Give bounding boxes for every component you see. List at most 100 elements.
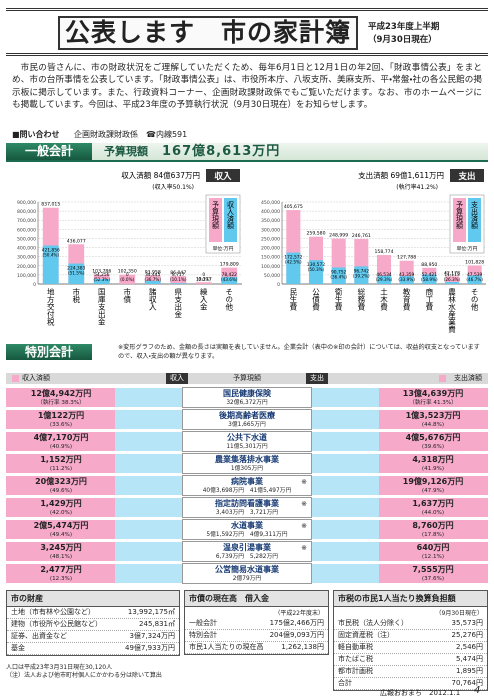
title-box — [58, 16, 358, 50]
account-name: 病院事業 — [231, 477, 263, 486]
unit-label: 単位:万円 — [213, 245, 234, 252]
table-value: 175億2,466万円 — [269, 619, 324, 627]
x-tick-label: 総務費 — [357, 287, 366, 312]
table-label: 市たばこ税 — [338, 655, 373, 663]
x-tick-label: 土木費 — [379, 287, 388, 312]
income-amount: 20億323万円 — [35, 477, 87, 486]
x-tick-label: 県支出金 — [174, 288, 183, 319]
x-tick-label: 市債 — [123, 287, 132, 305]
expense-amount: 7,555万円 — [412, 565, 454, 574]
income-bar: 20億323万円 (49.6%) — [6, 476, 182, 495]
expense-bar: 1億3,523万円 (44.8%) — [312, 410, 488, 429]
income-bar-fill — [6, 564, 116, 583]
property-table: 市の財産 土地（市有林や公園など） 13,992,175㎡ 建物（市役所や公民館など）… — [6, 590, 180, 656]
legend-swatch — [453, 198, 466, 242]
expense-bar: 8,760万円 (17.8%) — [312, 520, 488, 539]
account-box: 水道事業 ※ 5億1,592万円 4億9,311万円 — [182, 519, 312, 540]
y-tick-label: 350,000 — [261, 218, 280, 224]
expense-bar: 4億5,676万円 (39.6%) — [312, 432, 488, 451]
y-tick-label: 300,000 — [17, 255, 36, 261]
table-row: 固定資産税（注） 25,276円 — [334, 630, 487, 642]
chart-title: 収入 — [214, 171, 232, 182]
y-tick-label: 300,000 — [261, 227, 280, 233]
budget-label: 248,999 — [329, 233, 348, 239]
expense-bar: 1,637万円 (44.0%) — [312, 498, 488, 517]
received-rate: (58.9%) — [421, 277, 438, 282]
budget-label: 259,580 — [307, 231, 326, 237]
table-row: 軽自動車税 2,546円 — [334, 642, 487, 654]
table-value: 13,992,175㎡ — [127, 608, 175, 616]
expense-header: 支出済額 — [454, 374, 482, 382]
x-tick-label: その他 — [225, 288, 234, 312]
expense-bar-fill — [378, 564, 488, 583]
budget-label: 42,178 — [444, 270, 460, 276]
budget-label: 405,675 — [284, 204, 303, 210]
account-name: 指定訪問看護事業 — [215, 499, 279, 508]
account-name: 公共下水道 — [227, 433, 267, 442]
x-tick-label: その他 — [470, 288, 479, 312]
received-rate: (46.7%) — [466, 277, 483, 282]
table-value: 5,474円 — [455, 655, 483, 663]
account-mark: ※ — [301, 500, 307, 508]
chart-tag-box — [450, 169, 484, 182]
table-row: 合計 70,764円 — [334, 678, 487, 690]
income-bar: 1,152万円 (11.2%) — [6, 454, 182, 473]
table-label: 土地（市有林や公園など） — [11, 608, 95, 616]
account-box: 病院事業 ※ 40億3,698万円 41億5,497万円 — [182, 475, 312, 496]
expense-bar-fill — [378, 410, 488, 429]
account-name: 後期高齢者医療 — [219, 411, 275, 420]
income-bar: 3,245万円 (48.1%) — [6, 542, 182, 561]
table-label: 一般会計 — [189, 619, 217, 627]
x-tick-label: 諸収入 — [148, 287, 157, 312]
y-tick-label: 800,000 — [17, 209, 36, 215]
received-label: 96,742 — [354, 268, 370, 274]
received-rate: (42.5%) — [285, 260, 302, 265]
account-budget: 40億3,698万円 41億5,497万円 — [202, 488, 292, 494]
income-amount: 1,429万円 — [40, 499, 82, 508]
income-amount: 1億122万円 — [37, 411, 85, 420]
period: 平成23年度上半期 — [368, 22, 440, 32]
y-tick-label: 50,000 — [264, 273, 280, 279]
account-name: 国民健康保険 — [223, 389, 271, 398]
account-name: 農業集落排水事業 — [215, 455, 279, 464]
chart-tag-box — [206, 169, 240, 182]
account-budget: 3,403万円 3,721万円 — [215, 510, 279, 516]
bar — [42, 245, 59, 284]
received-label: 90,752 — [331, 269, 347, 275]
y-tick-label: 450,000 — [261, 200, 280, 206]
chart-rate: (執行率41.2%) — [396, 183, 438, 191]
special-note: ※変形グラフのため、金額の長さは実額を表していません。企業会計（表中の※印の会計… — [118, 344, 480, 360]
expenditure-chart: 支出済額 69億1,611万円 (執行率41.2%) 支出 0 50,000 100,00… — [261, 169, 486, 334]
table-value: 3億7,324万円 — [129, 632, 176, 640]
table-value: 1,262,138円 — [281, 643, 324, 651]
income-bar-fill — [6, 476, 116, 495]
income-amount: 1,152万円 — [40, 455, 82, 464]
legend-label: 収入済額 — [227, 200, 235, 230]
expense-tag: 支出 — [306, 373, 328, 384]
table-value: 49億7,933万円 — [125, 644, 175, 652]
table-date: （9月30日現在） — [435, 610, 483, 617]
table-label: 建物（市役所や公民館など） — [11, 620, 102, 628]
chart-summary: 支出済額 69億1,611万円 — [358, 170, 444, 180]
expense-amount: 19億9,126万円 — [402, 477, 464, 486]
income-bar: 1,429万円 (42.0%) — [6, 498, 182, 517]
expense-rate: (17.8%) — [421, 532, 445, 538]
income-bar: 1億122万円 (33.6%) — [6, 410, 182, 429]
received-label: 224,383 — [67, 266, 85, 272]
budget-label: 127,788 — [397, 255, 416, 261]
bar — [399, 276, 414, 284]
account-mark: ※ — [301, 478, 307, 486]
received-rate: (50.3%) — [308, 267, 325, 272]
received-rate: (50.4%) — [42, 253, 59, 258]
general-title: 一般会計 — [6, 143, 92, 160]
expense-bar-fill — [378, 432, 488, 451]
income-bar-fill — [6, 432, 116, 451]
account-budget: 6,739万円 5,282万円 — [215, 554, 279, 560]
expense-amount: 1,637万円 — [412, 499, 454, 508]
y-tick-label: 0 — [277, 282, 280, 288]
y-tick-label: 400,000 — [261, 209, 280, 215]
received-label: 47,539 — [467, 272, 483, 278]
period-date: （9月30日現在） — [368, 35, 437, 45]
expense-amount: 640万円 — [416, 543, 450, 552]
